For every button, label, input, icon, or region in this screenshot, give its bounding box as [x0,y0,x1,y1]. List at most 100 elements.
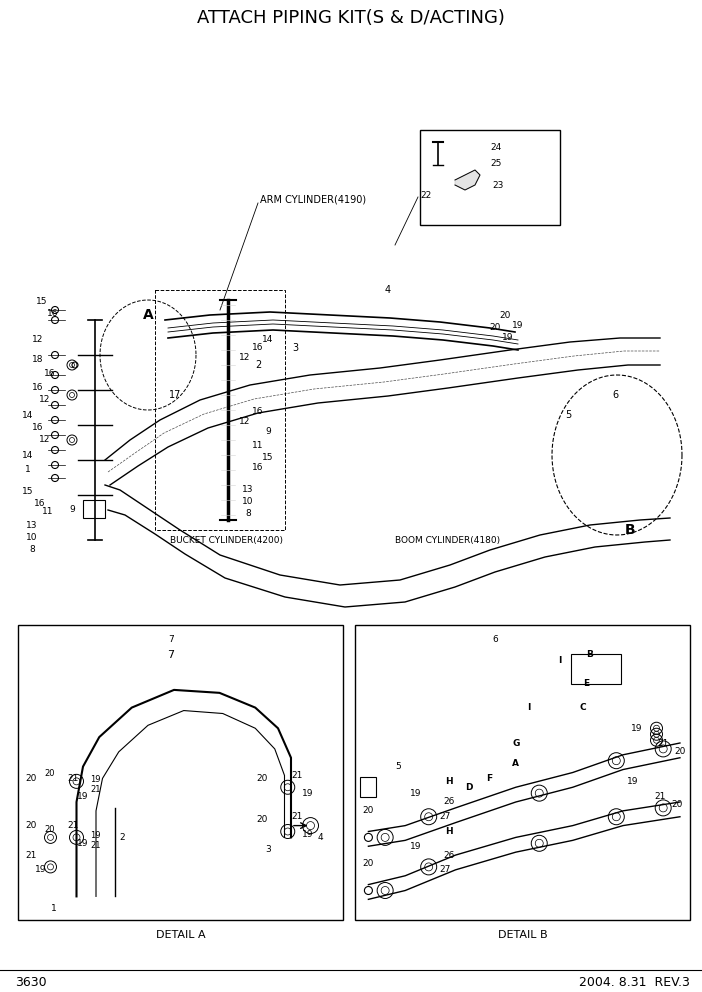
Text: 12: 12 [39,396,51,405]
Text: 2004. 8.31  REV.3: 2004. 8.31 REV.3 [579,975,690,988]
Text: 14: 14 [22,450,34,459]
Text: E: E [583,680,589,688]
Text: 10: 10 [26,533,38,542]
Text: G: G [512,738,519,748]
Text: 16: 16 [252,463,264,472]
Text: 21: 21 [654,792,665,801]
Text: 16: 16 [44,368,55,378]
Text: 7: 7 [168,635,173,644]
Text: 20: 20 [489,323,501,332]
Text: 19: 19 [301,789,313,798]
Text: 19: 19 [91,775,101,784]
Text: 27: 27 [439,812,451,821]
Text: 11: 11 [252,440,264,449]
Text: 20: 20 [256,774,267,783]
Text: B: B [625,523,635,537]
Text: 2: 2 [255,360,261,370]
Text: 9: 9 [69,506,75,515]
Text: 12: 12 [32,335,44,344]
Text: BOOM CYLINDER(4180): BOOM CYLINDER(4180) [395,536,500,545]
Text: 16: 16 [32,424,44,433]
Text: 19: 19 [628,777,639,786]
Text: 20: 20 [363,859,374,868]
Text: 15: 15 [37,298,48,307]
Text: 21: 21 [658,738,669,748]
Text: 20: 20 [499,310,510,319]
Text: 5: 5 [565,410,571,420]
Text: 6: 6 [493,635,498,644]
Text: 21: 21 [67,821,79,830]
Text: 27: 27 [439,865,451,874]
Bar [420,130,560,225]
Text: 12: 12 [239,353,251,362]
Text: 26: 26 [443,850,454,860]
Text: 15: 15 [263,453,274,462]
Text: 14: 14 [263,335,274,344]
Text: DETAIL B: DETAIL B [498,930,548,940]
Text: 3630: 3630 [15,975,46,988]
Text: BUCKET CYLINDER(4200): BUCKET CYLINDER(4200) [170,536,283,545]
Text: 1: 1 [25,465,31,474]
Text: 6: 6 [612,390,618,400]
Text: 21: 21 [91,785,101,794]
Text: 8: 8 [245,510,251,519]
Bar [360,778,376,798]
Text: 24: 24 [490,144,501,153]
Text: 16: 16 [32,384,44,393]
Text: 19: 19 [91,831,101,840]
Bar [18,625,343,920]
Text: 16: 16 [34,499,46,508]
Bar [83,500,105,518]
Bar [355,625,690,920]
Text: H: H [445,827,453,836]
Text: 20: 20 [674,747,686,756]
Text: 14: 14 [22,411,34,420]
Text: I: I [527,703,531,712]
Text: 25: 25 [490,159,501,168]
Text: 21: 21 [292,812,303,821]
Text: 16: 16 [252,343,264,352]
Text: A: A [143,308,153,322]
Text: 3: 3 [292,343,298,353]
Text: 19: 19 [502,333,514,342]
Text: 21: 21 [25,850,37,860]
Text: B: B [586,650,593,659]
Text: 18: 18 [32,355,44,364]
Text: 26: 26 [443,798,454,806]
Text: 20: 20 [25,821,37,830]
Text: 19: 19 [77,792,88,801]
Text: 21: 21 [91,841,101,850]
Text: DETAIL A: DETAIL A [156,930,205,940]
Text: 19: 19 [630,724,642,733]
Text: 11: 11 [42,508,54,517]
Text: C: C [579,703,586,712]
Text: 10: 10 [242,498,253,507]
Text: 20: 20 [256,815,267,824]
Text: H: H [445,777,453,786]
Text: 2: 2 [119,833,125,842]
Text: 19: 19 [409,842,421,851]
Text: 23: 23 [492,181,503,189]
Text: 9: 9 [265,428,271,436]
Text: 20: 20 [671,801,682,809]
Text: 13: 13 [26,521,38,530]
Text: 20: 20 [25,774,37,783]
Text: 4: 4 [385,285,391,295]
Text: 20: 20 [363,806,374,815]
Text: 21: 21 [67,774,79,783]
Text: 20: 20 [44,769,55,778]
Text: 19: 19 [301,830,313,839]
Text: 16: 16 [47,309,59,317]
Text: 19: 19 [409,789,421,798]
Text: 1: 1 [51,904,57,913]
Text: 3: 3 [265,845,271,854]
Text: 12: 12 [39,435,51,444]
Text: 8: 8 [29,545,35,554]
Text: 7: 7 [167,650,174,660]
Polygon shape [455,170,480,190]
Text: 12: 12 [239,418,251,427]
Text: 22: 22 [420,190,431,199]
Text: 5: 5 [396,762,402,771]
Text: 19: 19 [77,839,88,848]
Text: 19: 19 [512,320,524,329]
